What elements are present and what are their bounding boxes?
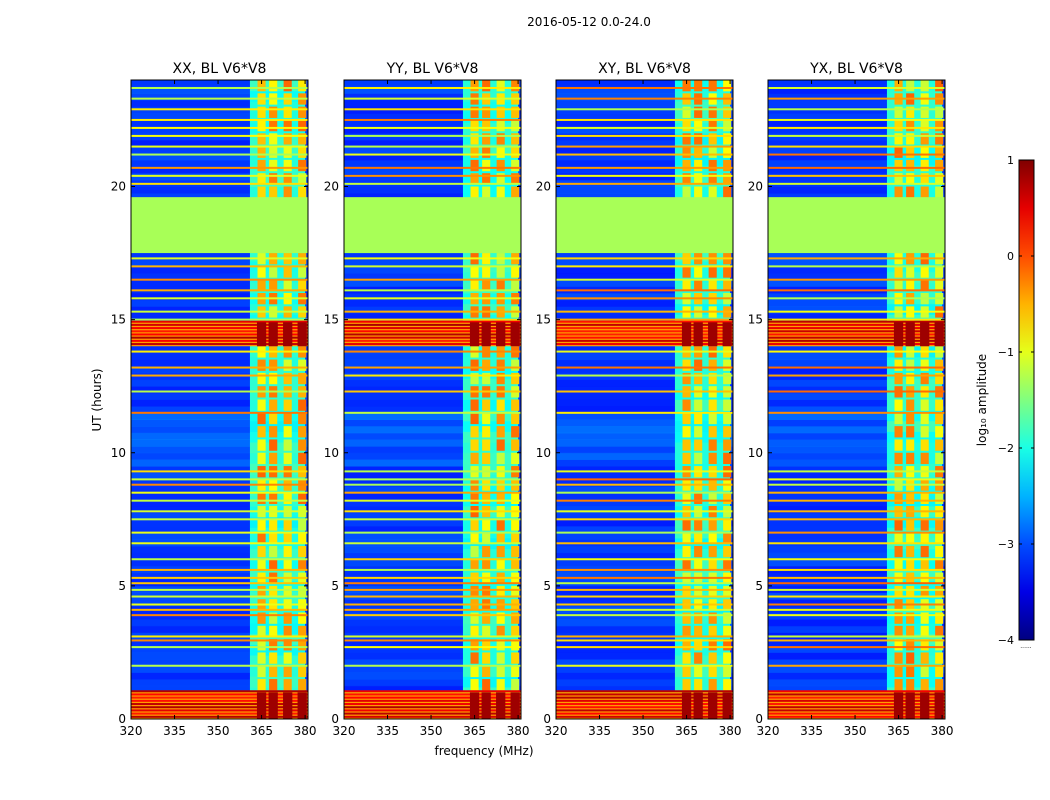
colorbar-gradient: [1018, 159, 1035, 641]
panel-4: YX, BL V6*V8 320 335 350 365 380 0 5 10 15 20: [748, 61, 954, 738]
colorbar-tick-label: −4: [998, 634, 1014, 647]
flagged-region: [556, 197, 733, 254]
y-tick-label: 20: [748, 180, 763, 194]
y-axis-label: UT (hours): [90, 368, 104, 431]
x-tick-label: 350: [844, 724, 867, 738]
flagged-region: [131, 197, 308, 254]
colorbar-tick-label: −2: [998, 442, 1014, 455]
x-tick-label: 335: [163, 724, 186, 738]
y-tick-label: 5: [331, 579, 339, 593]
heatmap-image: [768, 80, 945, 719]
panel-title: XY, BL V6*V8: [598, 61, 691, 77]
x-tick-label: 365: [887, 724, 910, 738]
panel-title: YX, BL V6*V8: [809, 61, 903, 77]
figure-title: 2016-05-12 0.0-24.0: [527, 15, 651, 29]
heatmap-image: [344, 80, 521, 719]
y-tick-label: 10: [111, 446, 126, 460]
y-tick-label: 10: [324, 446, 339, 460]
x-tick-label: 335: [376, 724, 399, 738]
y-tick-label: 0: [755, 712, 763, 726]
colorbar-label: log₁₀ amplitude: [975, 354, 989, 446]
panel-title: YY, BL V6*V8: [386, 61, 479, 77]
y-tick-label: 15: [748, 313, 763, 327]
x-tick-label: 350: [207, 724, 230, 738]
y-tick-label: 10: [536, 446, 551, 460]
x-tick-label: 350: [632, 724, 655, 738]
y-tick-label: 15: [536, 313, 551, 327]
x-tick-label: 380: [719, 724, 742, 738]
y-tick-label: 10: [748, 446, 763, 460]
panel-title: XX, BL V6*V8: [173, 61, 267, 77]
x-tick-label: 380: [507, 724, 530, 738]
x-tick-label: 365: [675, 724, 698, 738]
x-tick-label: 335: [800, 724, 823, 738]
x-tick-label: 365: [463, 724, 486, 738]
panel-frame: [130, 79, 309, 720]
x-tick-label: 350: [420, 724, 443, 738]
colorbar-tick-label: 1: [1007, 154, 1014, 167]
panel-frame: [343, 79, 522, 720]
colorbar-footnote: ......: [1020, 643, 1032, 650]
panel-frame: [767, 79, 946, 720]
x-tick-label: 335: [588, 724, 611, 738]
colorbar: log₁₀ amplitude ...... 1 0 −1 −2 −3 −4: [975, 154, 1035, 650]
y-tick-label: 20: [111, 180, 126, 194]
y-tick-label: 20: [324, 180, 339, 194]
x-tick-label: 365: [250, 724, 273, 738]
y-tick-label: 0: [118, 712, 126, 726]
heatmap-image: [556, 80, 733, 719]
flagged-region: [768, 197, 945, 254]
panel-3: XY, BL V6*V8 320 335 350 365 380 0 5 10 15 20: [536, 61, 742, 738]
panel-1: XX, BL V6*V8 320 335 350 365 380 0 5 10 15 20: [111, 61, 317, 738]
x-tick-label: 380: [931, 724, 954, 738]
x-tick-label: 320: [120, 724, 143, 738]
y-tick-label: 5: [543, 579, 551, 593]
x-tick-label: 320: [545, 724, 568, 738]
y-tick-label: 5: [755, 579, 763, 593]
colorbar-tick-label: −1: [998, 346, 1014, 359]
y-tick-label: 15: [111, 313, 126, 327]
colorbar-tick-label: 0: [1007, 250, 1014, 263]
flagged-region: [344, 197, 521, 254]
y-tick-label: 15: [324, 313, 339, 327]
y-tick-label: 0: [543, 712, 551, 726]
panel-frame: [555, 79, 734, 720]
panel-2: YY, BL V6*V8 320 335 350 365 380 0 5 10 15 20: [324, 61, 530, 738]
y-tick-label: 20: [536, 180, 551, 194]
y-tick-label: 5: [118, 579, 126, 593]
x-tick-label: 380: [294, 724, 317, 738]
colorbar-tick-label: −3: [998, 538, 1014, 551]
x-axis-label: frequency (MHz): [434, 744, 533, 758]
x-tick-label: 320: [757, 724, 780, 738]
x-tick-label: 320: [333, 724, 356, 738]
heatmap-image: [131, 80, 308, 719]
y-tick-label: 0: [331, 712, 339, 726]
